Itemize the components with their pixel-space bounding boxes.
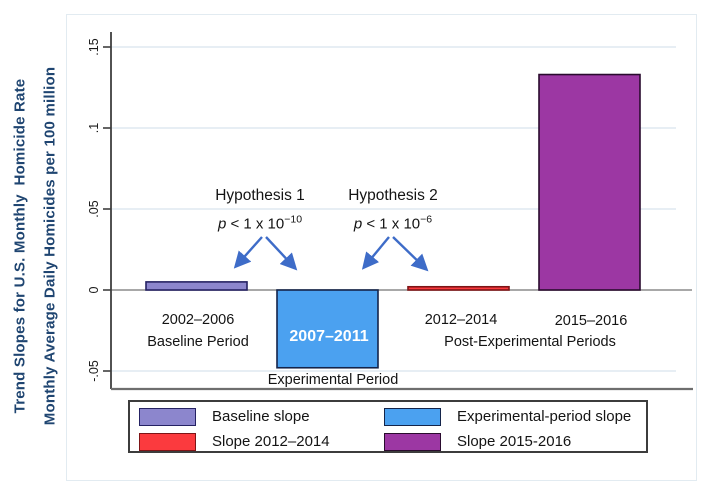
legend-label: Slope 2012–2014	[212, 433, 330, 450]
label-baseline-period: Baseline Period	[147, 334, 249, 350]
hypothesis2-p-exponent: −6	[420, 213, 433, 226]
hypothesis2-pvalue: p < 1 x 10−6	[353, 213, 433, 233]
slope-2012-2014-swatch	[139, 432, 196, 451]
hypothesis2-title: Hypothesis 2	[348, 187, 438, 204]
legend-label: Baseline slope	[212, 408, 310, 425]
annotation-arrows	[233, 236, 429, 272]
label-experimental-period: Experimental Period	[267, 372, 399, 388]
label-2015-2016: 2015–2016	[554, 313, 628, 329]
label-post-experimental-periods: Post-Experimental Periods	[444, 334, 616, 350]
legend-item-baseline-slope: Baseline slope	[130, 407, 375, 426]
experimental-slope-swatch	[384, 407, 441, 426]
y-tick-label: .05	[87, 200, 101, 218]
hypothesis2-p-symbol: p	[353, 215, 363, 233]
hypothesis1-title: Hypothesis 1	[215, 187, 305, 204]
label-2002-2006: 2002–2006	[161, 312, 235, 328]
bar-post-2015-2016	[538, 73, 641, 291]
hypothesis2-arrow-left	[361, 236, 390, 270]
label-2007-2011: 2007–2011	[289, 328, 369, 345]
hypothesis1-p-symbol: p	[217, 215, 227, 233]
bar-experimental-2007-2011	[276, 289, 379, 369]
hypothesis1-pvalue: p < 1 x 10−10	[217, 213, 303, 233]
hypothesis2-p-rest: < 1 x 10	[362, 215, 421, 233]
bar-baseline-2002-2006	[145, 281, 248, 291]
y-tick-label: -.05	[87, 360, 101, 382]
hypothesis1-p-rest: < 1 x 10	[226, 215, 285, 233]
hypothesis1-p-exponent: −10	[284, 213, 303, 226]
label-2012-2014: 2012–2014	[424, 312, 498, 328]
legend-item-slope-2015-2016: Slope 2015-2016	[375, 432, 646, 451]
chart-legend: Baseline slope Experimental-period slope…	[128, 400, 648, 453]
hypothesis1-arrow-left	[233, 236, 263, 269]
legend-item-slope-2012-2014: Slope 2012–2014	[130, 432, 375, 451]
slope-2015-2016-swatch	[384, 432, 441, 451]
legend-item-experimental-period-slope: Experimental-period slope	[375, 407, 646, 426]
bar-post-2012-2014	[407, 285, 510, 291]
hypothesis2-arrow-right	[392, 236, 429, 272]
y-tick-label: 0	[87, 286, 101, 294]
baseline-slope-swatch	[139, 407, 196, 426]
hypothesis1-arrow-right	[265, 236, 298, 271]
legend-label: Slope 2015-2016	[457, 433, 572, 450]
y-tick-label: .1	[87, 122, 101, 134]
legend-label: Experimental-period slope	[457, 408, 632, 425]
y-tick-label: .15	[87, 38, 101, 56]
